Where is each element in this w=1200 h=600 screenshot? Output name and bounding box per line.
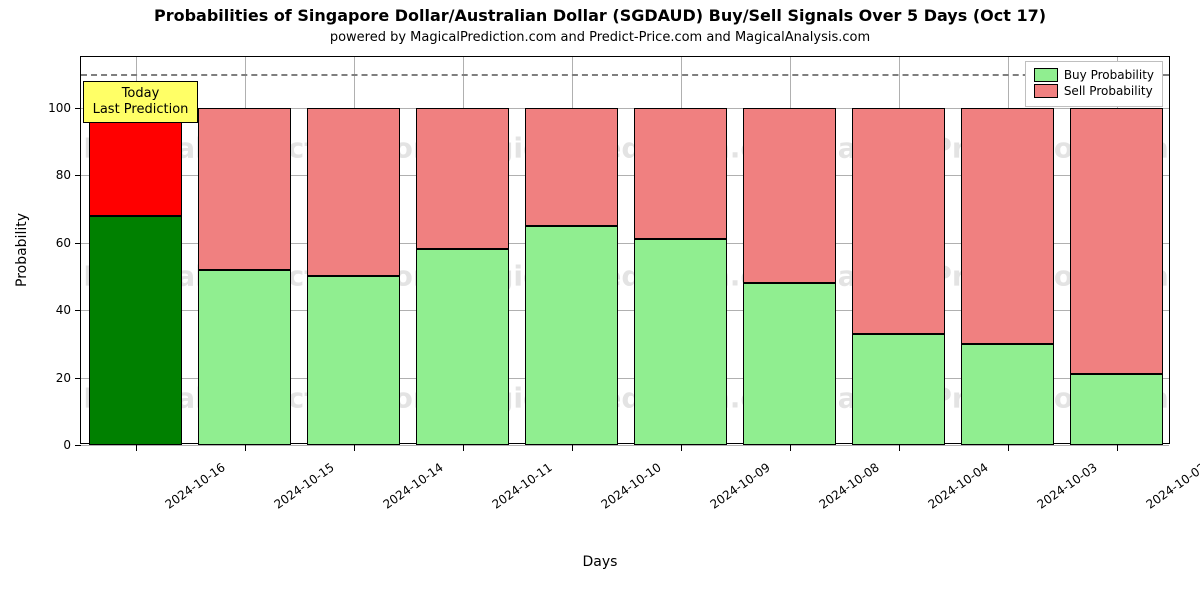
bar-sell bbox=[1070, 108, 1163, 375]
x-tick-label: 2024-10-11 bbox=[489, 460, 554, 511]
y-tick-label: 60 bbox=[56, 236, 81, 250]
chart-figure: Probabilities of Singapore Dollar/Austra… bbox=[0, 0, 1200, 600]
plot-area: 0204060801002024-10-162024-10-152024-10-… bbox=[80, 56, 1170, 444]
x-tick-label: 2024-10-10 bbox=[598, 460, 663, 511]
x-tick bbox=[790, 445, 791, 451]
x-tick-label: 2024-10-15 bbox=[271, 460, 336, 511]
bar-sell bbox=[307, 108, 400, 277]
bar-buy bbox=[198, 270, 291, 445]
bar-buy bbox=[634, 239, 727, 445]
bar-sell bbox=[198, 108, 291, 270]
bar-sell bbox=[961, 108, 1054, 344]
x-tick-label: 2024-10-08 bbox=[816, 460, 881, 511]
x-tick-label: 2024-10-16 bbox=[162, 460, 227, 511]
bar-buy bbox=[961, 344, 1054, 445]
x-axis-label: Days bbox=[0, 554, 1200, 570]
x-tick-label: 2024-10-14 bbox=[380, 460, 445, 511]
x-tick bbox=[899, 445, 900, 451]
legend: Buy Probability Sell Probability bbox=[1025, 61, 1163, 107]
legend-label: Buy Probability bbox=[1064, 68, 1154, 82]
y-tick-label: 0 bbox=[63, 438, 81, 452]
bar-sell bbox=[525, 108, 618, 226]
x-tick bbox=[681, 445, 682, 451]
bar-buy bbox=[89, 216, 182, 445]
x-tick-label: 2024-10-02 bbox=[1143, 460, 1200, 511]
y-tick-label: 100 bbox=[48, 101, 81, 115]
callout-today: TodayLast Prediction bbox=[83, 81, 198, 124]
bar-sell bbox=[89, 108, 182, 216]
bar-buy bbox=[1070, 374, 1163, 445]
reference-line bbox=[81, 74, 1169, 76]
bar-sell bbox=[634, 108, 727, 240]
x-tick-label: 2024-10-03 bbox=[1034, 460, 1099, 511]
bar-sell bbox=[852, 108, 945, 334]
x-tick-label: 2024-10-04 bbox=[925, 460, 990, 511]
bar-sell bbox=[743, 108, 836, 283]
x-tick bbox=[1008, 445, 1009, 451]
bar-buy bbox=[852, 334, 945, 445]
legend-swatch bbox=[1034, 68, 1058, 82]
chart-subtitle: powered by MagicalPrediction.com and Pre… bbox=[0, 30, 1200, 45]
x-tick-label: 2024-10-09 bbox=[707, 460, 772, 511]
x-tick bbox=[245, 445, 246, 451]
legend-item: Sell Probability bbox=[1034, 84, 1154, 98]
legend-item: Buy Probability bbox=[1034, 68, 1154, 82]
x-tick bbox=[1117, 445, 1118, 451]
y-tick-label: 40 bbox=[56, 303, 81, 317]
x-tick bbox=[463, 445, 464, 451]
bar-buy bbox=[416, 249, 509, 445]
bar-buy bbox=[307, 276, 400, 445]
x-tick bbox=[572, 445, 573, 451]
x-tick bbox=[136, 445, 137, 451]
legend-label: Sell Probability bbox=[1064, 84, 1153, 98]
y-tick-label: 20 bbox=[56, 371, 81, 385]
bar-buy bbox=[525, 226, 618, 445]
y-tick-label: 80 bbox=[56, 168, 81, 182]
bar-buy bbox=[743, 283, 836, 445]
legend-swatch bbox=[1034, 84, 1058, 98]
y-axis-label: Probability bbox=[14, 213, 30, 287]
x-tick bbox=[354, 445, 355, 451]
chart-title: Probabilities of Singapore Dollar/Austra… bbox=[0, 6, 1200, 25]
bar-sell bbox=[416, 108, 509, 250]
